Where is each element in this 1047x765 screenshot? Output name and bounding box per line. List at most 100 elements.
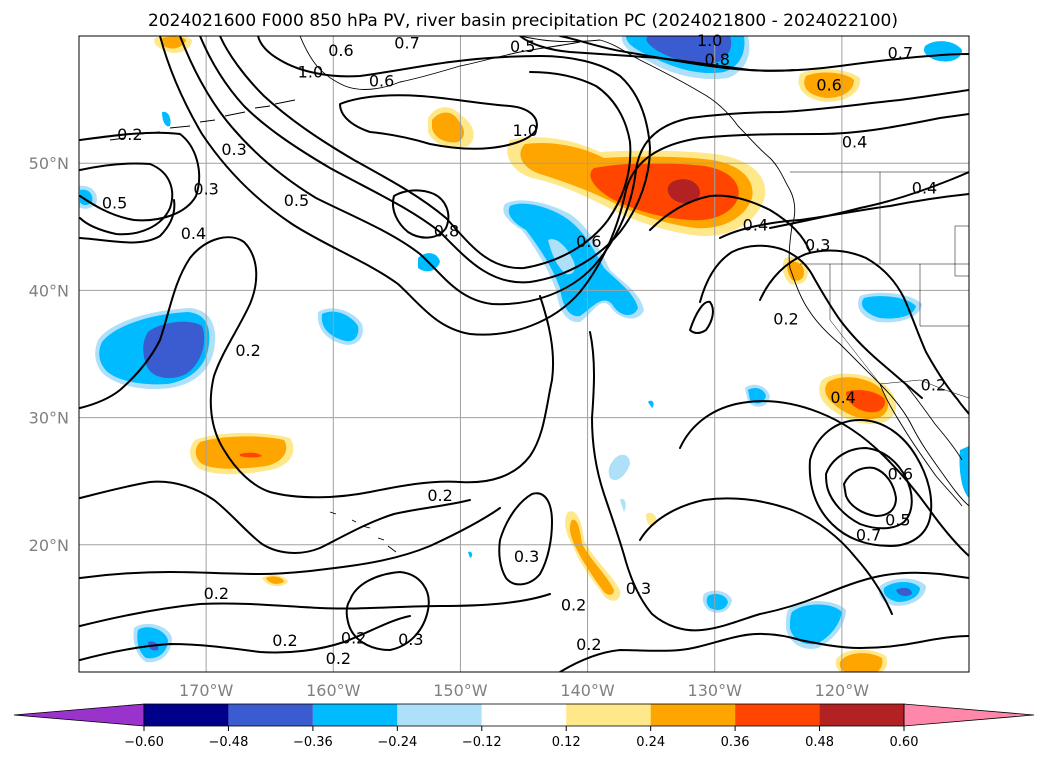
colorbar-tick-label: 0.36 — [721, 735, 750, 750]
pv-contour — [219, 36, 632, 270]
contour-label: 0.2 — [235, 341, 260, 360]
colorbar-tick-label: −0.24 — [377, 735, 417, 750]
contour-label: 0.5 — [102, 194, 127, 213]
contour-label: 0.6 — [888, 465, 913, 484]
pv-contour — [79, 131, 201, 222]
colorbar-segment — [397, 704, 482, 726]
pv-contour — [339, 94, 538, 150]
contour-label: 0.2 — [204, 584, 229, 603]
colorbar-extend-max — [903, 703, 1035, 727]
pv-contour — [199, 36, 651, 284]
positive-anomaly-region — [266, 576, 284, 584]
hawaiian-islands — [329, 511, 397, 553]
contour-label: 0.2 — [427, 486, 452, 505]
alaska-coastline — [299, 36, 581, 90]
contour-label: 0.3 — [514, 547, 539, 566]
negative-anomaly-region — [748, 388, 766, 404]
negative-anomaly-region — [706, 594, 728, 610]
contour-label: 0.3 — [805, 236, 830, 255]
contour-label: 0.2 — [576, 635, 601, 654]
pv-contour — [559, 632, 969, 672]
contour-label: 0.5 — [885, 510, 910, 529]
longitude-labels: 170°W 160°W 150°W 140°W 130°W 120°W — [179, 681, 869, 700]
colorbar-tick-label: −0.12 — [462, 735, 502, 750]
pv-contour — [589, 331, 969, 632]
colorbar-extend-min — [13, 703, 145, 727]
graticule — [79, 36, 969, 672]
latitude-label: 30°N — [29, 409, 69, 428]
pv-contour — [79, 199, 176, 244]
longitude-label: 120°W — [815, 681, 870, 700]
colorbar-segment — [650, 704, 736, 726]
colorbar-frame — [143, 703, 905, 727]
pv-contour — [79, 593, 551, 627]
negative-anomaly-region — [896, 587, 912, 597]
negative-anomaly-region — [608, 454, 630, 481]
latitude-label: 50°N — [29, 154, 69, 173]
latitude-labels: 50°N 40°N 30°N 20°N — [29, 154, 69, 555]
pv-contour — [649, 194, 811, 253]
us-mexico-border — [879, 379, 969, 399]
contour-label: 0.6 — [328, 41, 353, 60]
colorbar — [13, 703, 1035, 727]
pv-contours — [79, 36, 969, 672]
contour-label: 0.4 — [842, 133, 867, 152]
contour-label: 1.0 — [513, 121, 538, 140]
pv-contour — [679, 400, 969, 557]
contour-label: 0.4 — [743, 215, 768, 234]
pv-contour — [808, 419, 933, 547]
positive-anomaly-region — [161, 36, 186, 49]
negative-anomaly-region — [861, 296, 916, 319]
contour-label: 0.6 — [576, 232, 601, 251]
map-panel: 0.20.30.40.50.30.51.00.81.00.60.50.70.60… — [29, 31, 970, 700]
pv-contour — [179, 36, 969, 306]
pv-contour — [79, 507, 501, 579]
map-frame — [78, 35, 970, 673]
precipitation-pc-shading — [79, 36, 969, 672]
longitude-label: 130°W — [688, 681, 743, 700]
positive-anomaly-region — [667, 179, 700, 204]
contour-label: 0.5 — [510, 37, 535, 56]
positive-anomaly-region — [846, 390, 886, 413]
contour-label: 0.2 — [773, 309, 798, 328]
negative-anomaly-region — [790, 604, 842, 645]
pv-contour — [498, 492, 553, 586]
colorbar-segment — [144, 704, 229, 726]
contour-label: 1.0 — [298, 63, 323, 82]
contour-label: 0.8 — [705, 50, 730, 69]
pv-contour — [392, 189, 450, 239]
pv-contour — [639, 497, 893, 615]
colorbar-segment — [566, 704, 651, 726]
pv-contour — [759, 249, 969, 415]
pv-contour — [159, 36, 969, 336]
pv-contour — [825, 447, 913, 530]
contour-label: 0.7 — [394, 33, 419, 52]
pv-contour — [79, 615, 411, 661]
colorbar-tick-label: −0.48 — [209, 735, 249, 750]
contour-label: 1.0 — [697, 31, 722, 50]
pv-contour — [699, 244, 923, 399]
colorbar-tick-label: 0.24 — [636, 735, 665, 750]
positive-anomaly-region — [569, 519, 614, 595]
contour-label: 0.2 — [561, 596, 586, 615]
pv-contour — [769, 171, 969, 229]
pv-contour — [79, 480, 471, 554]
negative-anomaly-region — [648, 400, 654, 408]
contour-label: 0.6 — [816, 75, 841, 94]
colorbar-segment — [735, 704, 820, 726]
colorbar-tick-label: 0.48 — [805, 735, 834, 750]
state-borders — [800, 172, 969, 385]
contour-label: 0.3 — [626, 579, 651, 598]
contour-label: 0.3 — [193, 180, 218, 199]
negative-anomaly-region — [321, 311, 359, 342]
colorbar-tick-labels: −0.60 −0.48 −0.36 −0.24 −0.12 0.12 0.24 0.36 0.4… — [124, 726, 918, 750]
positive-anomaly-region — [787, 261, 804, 281]
positive-anomaly-region — [839, 653, 883, 672]
contour-label: 0.2 — [921, 376, 946, 395]
contour-label: 0.2 — [326, 649, 351, 668]
pv-contour — [689, 300, 714, 334]
colorbar-tick-label: −0.60 — [124, 735, 164, 750]
positive-anomaly-region — [195, 436, 287, 469]
colorbar-segment — [819, 704, 904, 726]
